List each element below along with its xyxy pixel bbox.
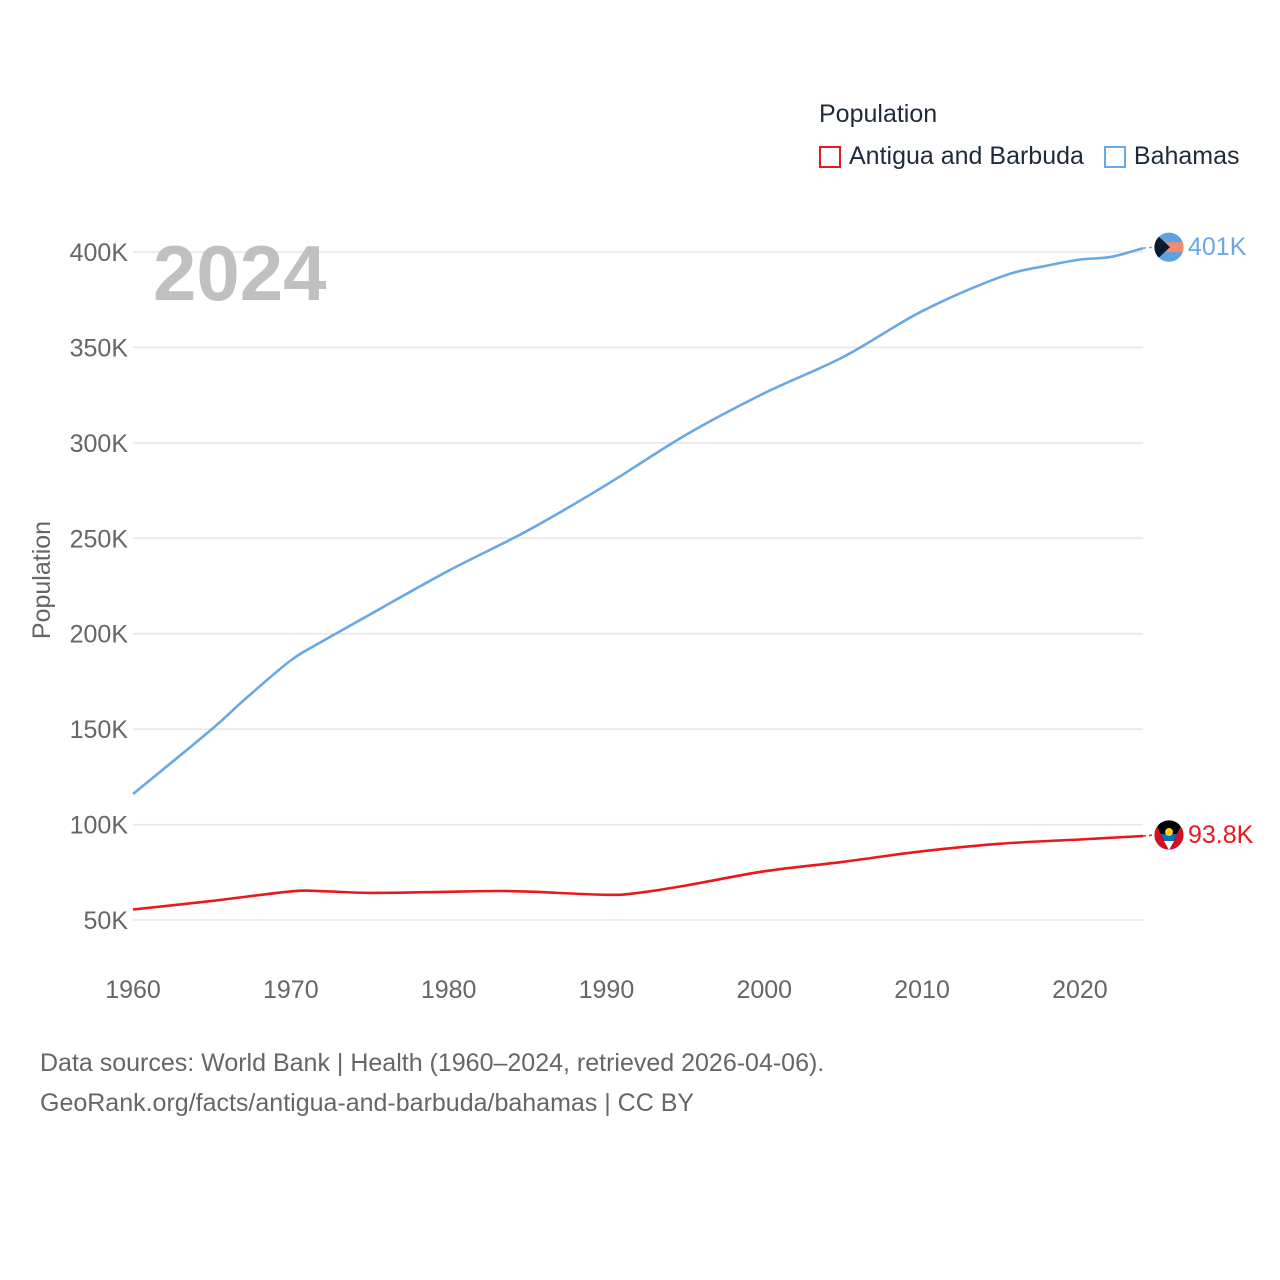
end-markers: 93.8K 401K: [1142, 231, 1254, 851]
end-value-label: 401K: [1188, 233, 1247, 261]
y-tick-label: 350K: [70, 334, 129, 362]
antigua-flag-icon: [1153, 819, 1185, 851]
x-axis-ticks: 1960 1970 1980 1990 2000 2010 2020: [105, 976, 1108, 1004]
legend-entry-bahamas[interactable]: Bahamas: [1103, 142, 1240, 171]
series-line-1: [132, 246, 1144, 796]
x-tick-label: 1980: [421, 976, 477, 1004]
legend: Antigua and Barbuda Bahamas: [819, 142, 1260, 171]
y-tick-label: 250K: [70, 525, 129, 553]
x-tick-label: 1970: [263, 976, 319, 1004]
y-tick-label: 400K: [70, 239, 129, 267]
end-value-label: 93.8K: [1188, 821, 1254, 849]
footer-sources: Data sources: World Bank | Health (1960–…: [40, 1049, 825, 1077]
series-lines: [132, 246, 1144, 911]
y-axis-ticks: 50K 100K 150K 200K 250K 300K 350K 400K: [70, 239, 129, 935]
year-label: 2024: [153, 229, 327, 317]
y-tick-label: 100K: [70, 812, 129, 840]
y-axis-label: Population: [28, 521, 56, 639]
footer: Data sources: World Bank | Health (1960–…: [40, 1043, 824, 1123]
bahamas-flag-icon: [1153, 231, 1185, 263]
end-connector: [1142, 834, 1156, 837]
legend-swatch-antigua: [819, 145, 841, 168]
y-tick-label: 300K: [70, 430, 129, 458]
x-tick-label: 2010: [894, 976, 950, 1004]
y-tick-label: 200K: [70, 621, 129, 649]
y-tick-label: 50K: [84, 907, 129, 935]
x-tick-label: 1990: [579, 976, 635, 1004]
end-connector: [1142, 246, 1156, 249]
series-line-0: [132, 834, 1144, 911]
gridlines: [133, 251, 1143, 921]
legend-label-bahamas: Bahamas: [1133, 142, 1240, 170]
x-tick-label: 2020: [1052, 976, 1108, 1004]
y-tick-label: 150K: [70, 716, 129, 744]
legend-label-antigua: Antigua and Barbuda: [849, 142, 1084, 170]
footer-link[interactable]: GeoRank.org/facts/antigua-and-barbuda/ba…: [40, 1089, 695, 1117]
legend-swatch-bahamas: [1103, 145, 1126, 168]
x-tick-label: 2000: [736, 976, 792, 1004]
legend-title: Population: [819, 100, 938, 128]
legend-entry-antigua[interactable]: Antigua and Barbuda: [819, 142, 1084, 171]
x-tick-label: 1960: [105, 976, 161, 1004]
